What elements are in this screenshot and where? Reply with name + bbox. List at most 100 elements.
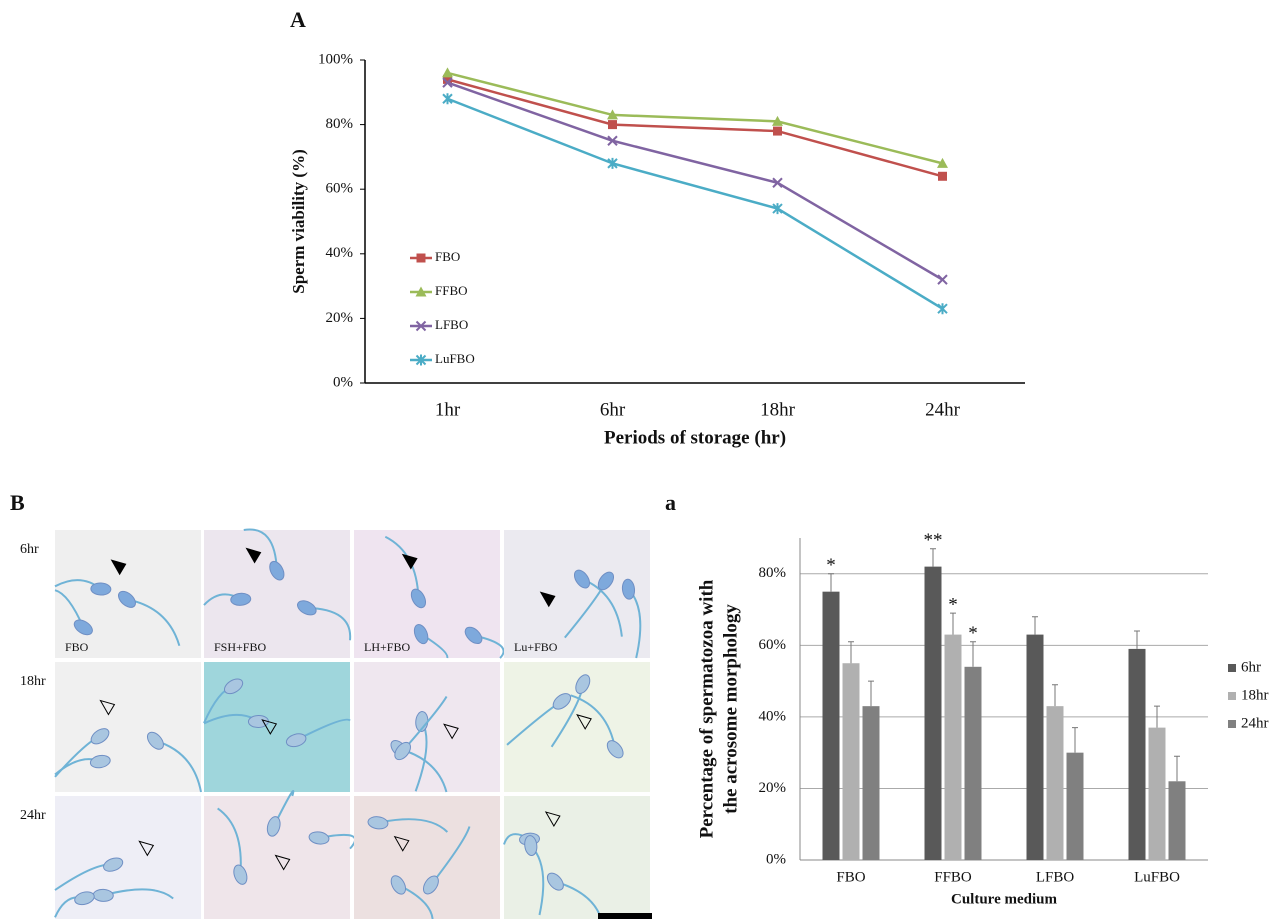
legend-swatch	[1228, 664, 1236, 672]
bar	[862, 706, 880, 860]
point	[772, 203, 783, 215]
micrograph	[354, 796, 500, 919]
point	[772, 115, 783, 126]
sperm-head	[394, 741, 411, 761]
y-tick-label: 100%	[318, 51, 353, 67]
legend-label: LFBO	[435, 317, 468, 332]
point	[607, 135, 618, 146]
error-bar	[1072, 727, 1078, 753]
error-bar	[970, 641, 976, 667]
sperm-head	[575, 674, 591, 695]
line	[447, 71, 943, 165]
sperm-head	[573, 569, 591, 589]
y-tick-label: 80%	[759, 565, 787, 581]
micrograph-background	[204, 662, 350, 792]
point	[442, 77, 453, 88]
y-axis-title: the acrosome morphology	[720, 604, 741, 814]
sperm-head	[92, 888, 114, 902]
sperm-head	[606, 740, 624, 759]
bar	[1066, 752, 1084, 860]
sperm-head	[552, 693, 572, 710]
legend-marker	[415, 286, 427, 297]
arrowhead	[401, 553, 418, 570]
error-bar	[930, 548, 936, 567]
sperm-head	[464, 626, 483, 644]
arrowhead	[576, 714, 592, 730]
error-bar	[1134, 630, 1140, 649]
point	[442, 93, 453, 105]
legend-label: 24hr	[1241, 715, 1269, 731]
bar	[924, 566, 942, 860]
y-tick-label: 60%	[759, 637, 787, 653]
x-tick-label: 24hr	[925, 399, 961, 420]
y-tick-label: 80%	[326, 116, 354, 132]
micrograph	[203, 528, 352, 658]
error-bar	[1052, 684, 1058, 707]
significance-mark: *	[968, 623, 978, 644]
line	[447, 78, 943, 178]
x-axis-title: Culture medium	[951, 891, 1057, 907]
arrowhead	[539, 591, 556, 608]
sperm-head	[297, 600, 317, 616]
arrowhead	[245, 547, 262, 564]
sperm-head	[422, 875, 439, 895]
sperm-head	[90, 728, 110, 745]
sperm-head	[230, 592, 252, 606]
y-tick-label: 0%	[766, 851, 786, 867]
panel-label: A	[290, 7, 306, 32]
legend-marker	[416, 253, 426, 263]
sperm-head	[413, 624, 429, 645]
bar	[1046, 706, 1064, 860]
point	[607, 157, 618, 169]
y-tick-label: 40%	[759, 708, 787, 724]
y-tick-label: 20%	[326, 310, 354, 326]
x-axis-title: Periods of storage (hr)	[604, 427, 786, 448]
micrograph	[504, 662, 650, 792]
sperm-head	[410, 588, 427, 609]
point	[937, 303, 948, 315]
row-label: 24hr	[20, 808, 46, 823]
sperm-head	[90, 582, 112, 596]
micrograph-background	[55, 662, 201, 792]
x-tick-label: LFBO	[1036, 869, 1075, 885]
point	[772, 177, 783, 188]
error-bar	[1174, 755, 1180, 782]
panel-label: B	[10, 490, 25, 515]
sperm-head	[73, 619, 93, 636]
x-tick-label: FFBO	[934, 869, 972, 885]
arrowhead	[99, 699, 116, 716]
sperm-head	[118, 590, 136, 608]
legend-label: 6hr	[1241, 659, 1261, 675]
micrograph	[54, 662, 202, 793]
sperm-head	[308, 831, 330, 845]
sperm-head	[146, 731, 164, 750]
sperm-head	[89, 754, 111, 769]
micrograph	[503, 796, 650, 919]
bar	[964, 666, 982, 860]
error-bar	[950, 612, 956, 635]
arrowhead	[110, 559, 127, 576]
micrograph	[354, 530, 505, 659]
x-tick-label: FBO	[836, 869, 865, 885]
sperm-head	[103, 857, 124, 872]
legend-marker	[415, 354, 427, 366]
x-tick-label: 1hr	[435, 399, 461, 420]
cell-label: FSH+FBO	[214, 640, 266, 654]
panel-label: a	[665, 490, 676, 515]
y-axis-title: Sperm viability (%)	[289, 149, 308, 294]
micrograph	[203, 662, 351, 792]
significance-mark: *	[826, 555, 836, 576]
arrowhead	[443, 723, 459, 740]
point	[608, 120, 617, 130]
bar	[1148, 727, 1166, 860]
point	[443, 74, 452, 84]
error-bar	[1154, 705, 1160, 728]
legend-marker	[415, 320, 427, 332]
legend-label: FFBO	[435, 283, 468, 298]
cell-label: FBO	[65, 640, 89, 654]
point	[938, 171, 947, 181]
bar	[1026, 634, 1044, 860]
legend-label: FBO	[435, 249, 460, 264]
micrograph-background	[504, 796, 650, 919]
